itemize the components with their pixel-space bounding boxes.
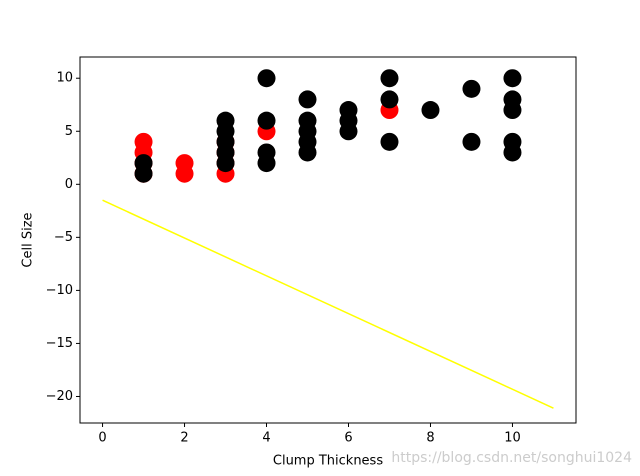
- point: [216, 111, 235, 130]
- point: [462, 79, 481, 98]
- point: [462, 132, 481, 151]
- line: [102, 199, 554, 409]
- point: [339, 101, 358, 120]
- point: [257, 143, 276, 162]
- x-tick-label: 2: [180, 431, 188, 446]
- x-tick-label: 6: [344, 431, 352, 446]
- plot-frame: [79, 56, 577, 424]
- point: [134, 132, 153, 151]
- y-tick-label: 10: [56, 71, 73, 86]
- point: [257, 69, 276, 88]
- point: [257, 111, 276, 130]
- point: [298, 111, 317, 130]
- point: [503, 132, 522, 151]
- point: [380, 132, 399, 151]
- y-tick-label: −10: [46, 283, 73, 298]
- x-tick-label: 4: [262, 431, 270, 446]
- y-tick-label: 5: [65, 124, 73, 139]
- y-axis-label: Cell Size: [21, 212, 36, 267]
- y-tick-label: 0: [65, 177, 73, 192]
- point: [503, 90, 522, 109]
- x-tick-label: 0: [98, 431, 106, 446]
- point: [503, 69, 522, 88]
- point: [421, 101, 440, 120]
- y-tick-label: −20: [46, 389, 73, 404]
- x-tick-label: 10: [504, 431, 521, 446]
- point: [134, 154, 153, 173]
- y-tick-label: −15: [46, 336, 73, 351]
- x-tick-label: 8: [426, 431, 434, 446]
- point: [175, 154, 194, 173]
- watermark: https://blog.csdn.net/songhui1024: [391, 450, 632, 466]
- x-axis-label: Clump Thickness: [273, 454, 383, 469]
- y-tick-label: −5: [54, 230, 73, 245]
- point: [380, 69, 399, 88]
- point: [380, 90, 399, 109]
- point: [298, 90, 317, 109]
